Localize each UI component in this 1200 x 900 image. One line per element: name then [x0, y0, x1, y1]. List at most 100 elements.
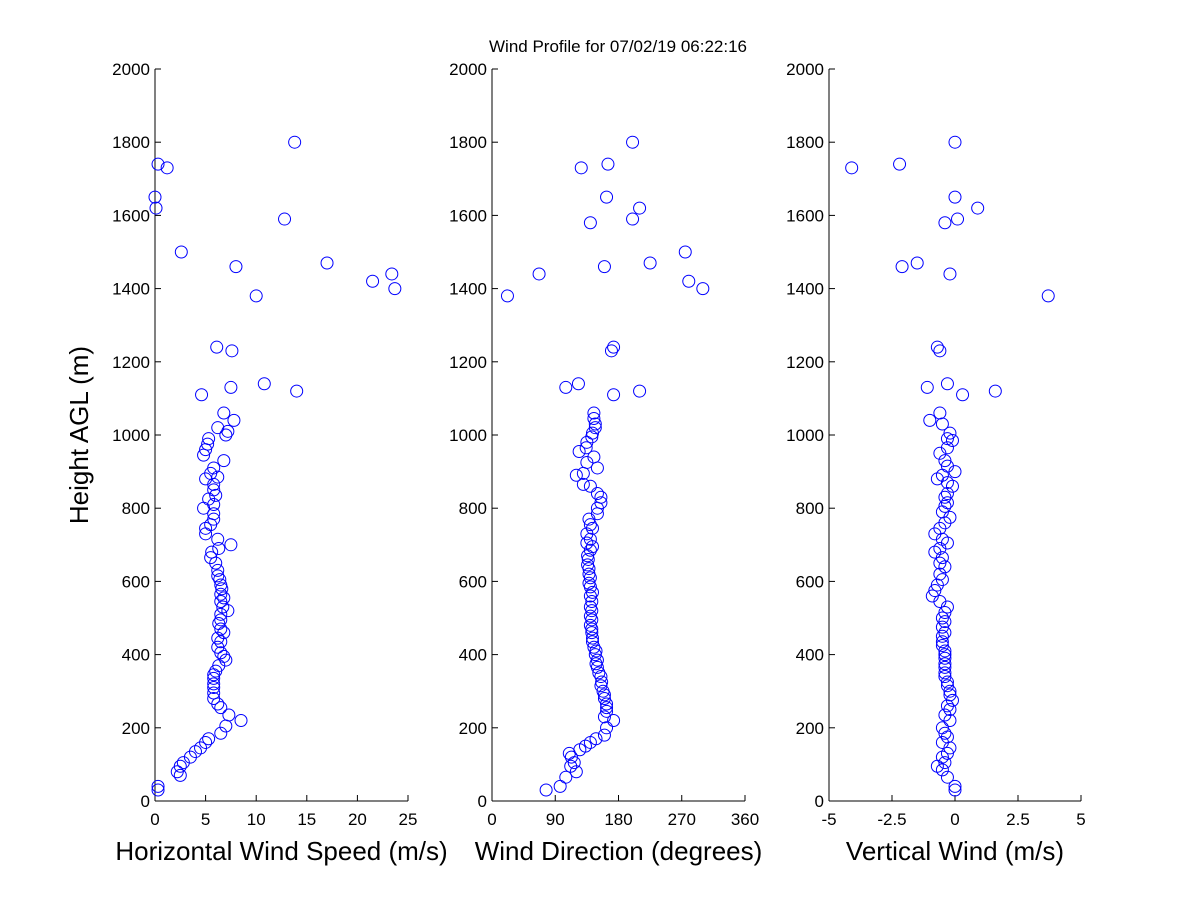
data-point [600, 701, 614, 715]
data-point [943, 688, 957, 702]
data-point [948, 783, 962, 797]
data-point [595, 675, 609, 689]
y-tick-label: 1400 [449, 280, 487, 299]
data-point [583, 609, 597, 623]
horizontal-wind-speed-panel: 0 200 400 600 800 1000 1200 1400 1600 1800 2000 0 5 1… [112, 60, 448, 866]
data-point [597, 260, 611, 274]
data-point [585, 635, 599, 649]
y-tick-label: 2000 [786, 60, 824, 79]
y-tick-label: 400 [459, 646, 487, 665]
data-point [592, 666, 606, 680]
data-point [205, 545, 219, 559]
data-point [580, 536, 594, 550]
data-point [587, 450, 601, 464]
data-point [925, 589, 939, 603]
data-point [564, 759, 578, 773]
y-tick-label: 1200 [786, 353, 824, 372]
data-point [938, 216, 952, 230]
data-point [607, 388, 621, 402]
data-point [559, 770, 573, 784]
data-point [385, 267, 399, 281]
data-point [988, 384, 1002, 398]
data-point [583, 543, 597, 557]
data-point [212, 616, 226, 630]
data-point [590, 653, 604, 667]
data-point [930, 340, 944, 354]
data-point [607, 713, 621, 727]
data-point [569, 468, 583, 482]
y-tick-label: 1600 [112, 206, 150, 225]
data-point [209, 488, 223, 502]
data-point [600, 190, 614, 204]
data-point [225, 344, 239, 358]
data-point [938, 454, 952, 468]
data-point [583, 618, 597, 632]
data-point [948, 190, 962, 204]
data-point [920, 380, 934, 394]
x-tick-label: 25 [399, 810, 418, 829]
y-tick-label: 0 [478, 792, 487, 811]
data-point [207, 507, 221, 521]
data-point [940, 770, 954, 784]
y-tick-label: 2000 [449, 60, 487, 79]
data-point [257, 377, 271, 391]
y-tick-label: 200 [796, 719, 824, 738]
data-point [583, 589, 597, 603]
data-point [935, 611, 949, 625]
data-point [224, 538, 238, 552]
y-tick-label: 1800 [449, 133, 487, 152]
x-tick-label: 360 [731, 810, 759, 829]
x-axis-title-vertical: Vertical Wind (m/s) [846, 836, 1064, 866]
data-point [151, 783, 165, 797]
data-point [579, 441, 593, 455]
data-point [590, 487, 604, 501]
data-point [938, 670, 952, 684]
data-point [938, 499, 952, 513]
y-tick-label: 1000 [449, 426, 487, 445]
y-tick-label: 1800 [786, 133, 824, 152]
data-point [207, 461, 221, 475]
y-tick-label: 400 [122, 646, 150, 665]
data-point [943, 267, 957, 281]
data-point [219, 653, 233, 667]
data-point [601, 157, 615, 171]
data-point [214, 635, 228, 649]
y-tick-label: 600 [459, 572, 487, 591]
x-tick-label: 270 [668, 810, 696, 829]
data-point [678, 245, 692, 259]
data-point [207, 686, 221, 700]
data-point [576, 477, 590, 491]
data-point [582, 567, 596, 581]
y-tick-label: 1200 [449, 353, 487, 372]
data-point [940, 487, 954, 501]
data-point [587, 406, 601, 420]
data-point [288, 135, 302, 149]
y-tick-label: 0 [141, 792, 150, 811]
data-point [1041, 289, 1055, 303]
wind-direction-panel: 0 200 400 600 800 1000 1200 1400 1600 1800 2000 0 90… [449, 60, 762, 866]
y-tick-label: 1600 [449, 206, 487, 225]
data-point [933, 556, 947, 570]
data-point [217, 406, 231, 420]
data-point [951, 212, 965, 226]
data-point [574, 161, 588, 175]
data-point [148, 190, 162, 204]
data-point [222, 708, 236, 722]
data-point [943, 426, 957, 440]
data-point [224, 380, 238, 394]
data-point [940, 432, 954, 446]
data-point [210, 340, 224, 354]
data-point [207, 692, 221, 706]
data-point [211, 569, 225, 583]
data-point [207, 681, 221, 695]
y-tick-label: 200 [459, 719, 487, 738]
y-tick-label: 1200 [112, 353, 150, 372]
data-point [585, 631, 599, 645]
data-point [578, 739, 592, 753]
data-point [696, 282, 710, 296]
data-point [938, 490, 952, 504]
y-tick-label: 400 [796, 646, 824, 665]
data-point [588, 417, 602, 431]
data-point [388, 282, 402, 296]
